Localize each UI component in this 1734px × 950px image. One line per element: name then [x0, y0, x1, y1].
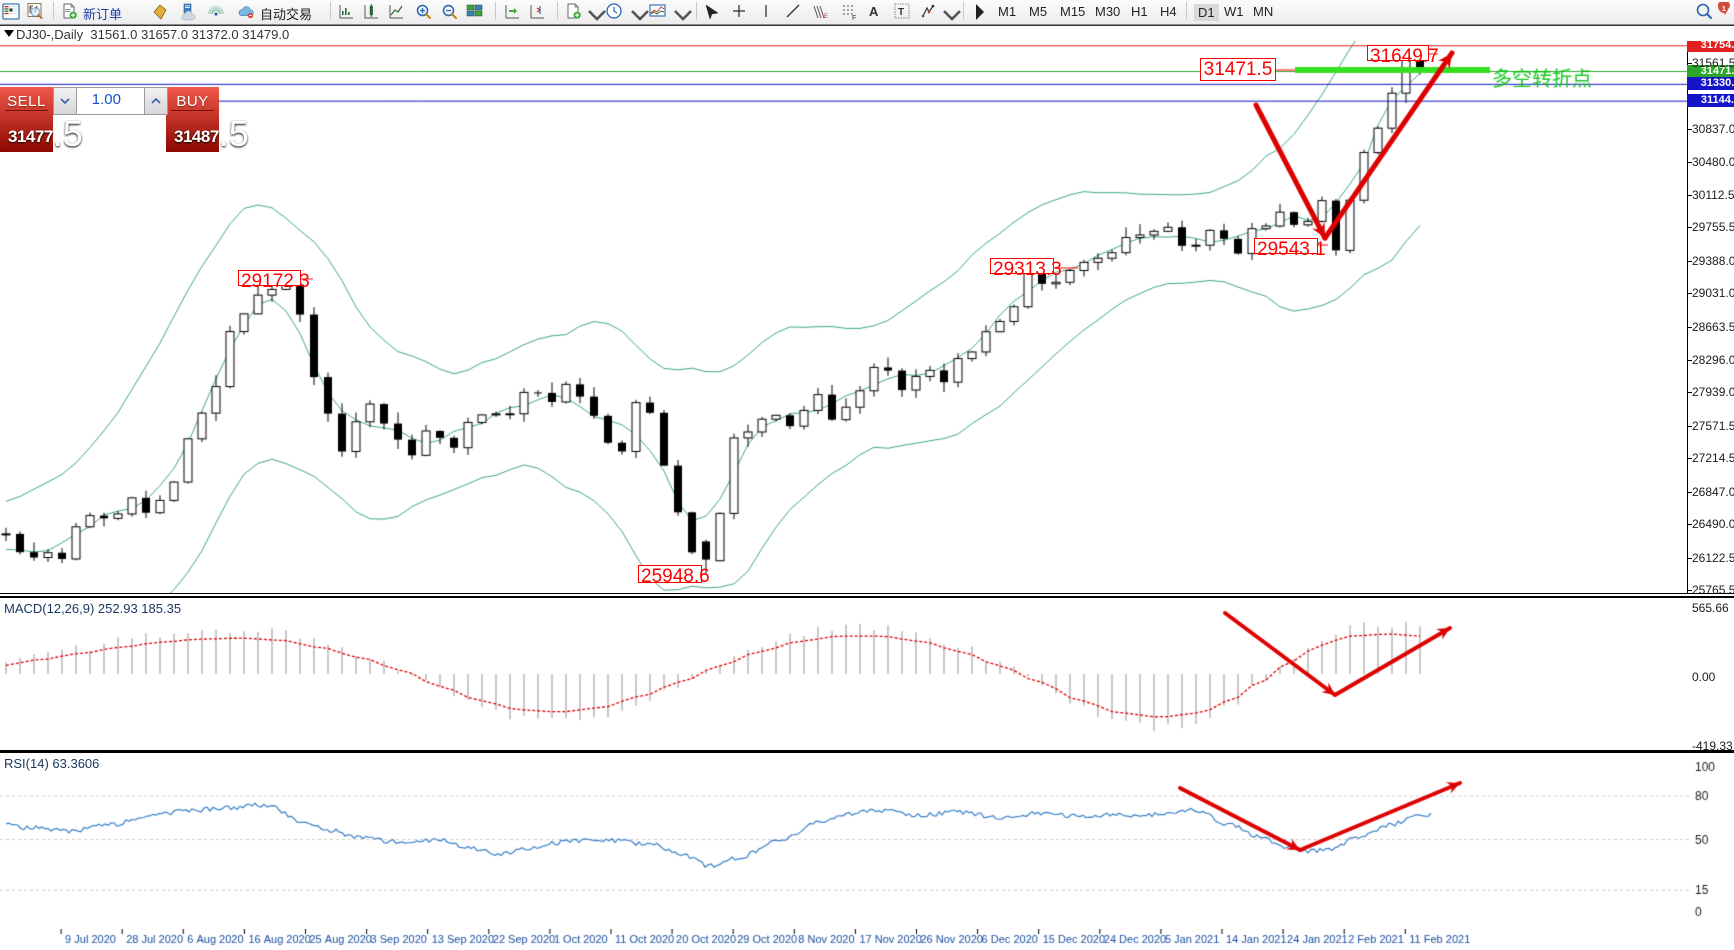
svg-text:1: 1 [1722, 6, 1726, 13]
svg-text:E: E [824, 14, 828, 20]
svg-text:T: T [898, 7, 904, 18]
svg-text:F: F [852, 15, 856, 22]
